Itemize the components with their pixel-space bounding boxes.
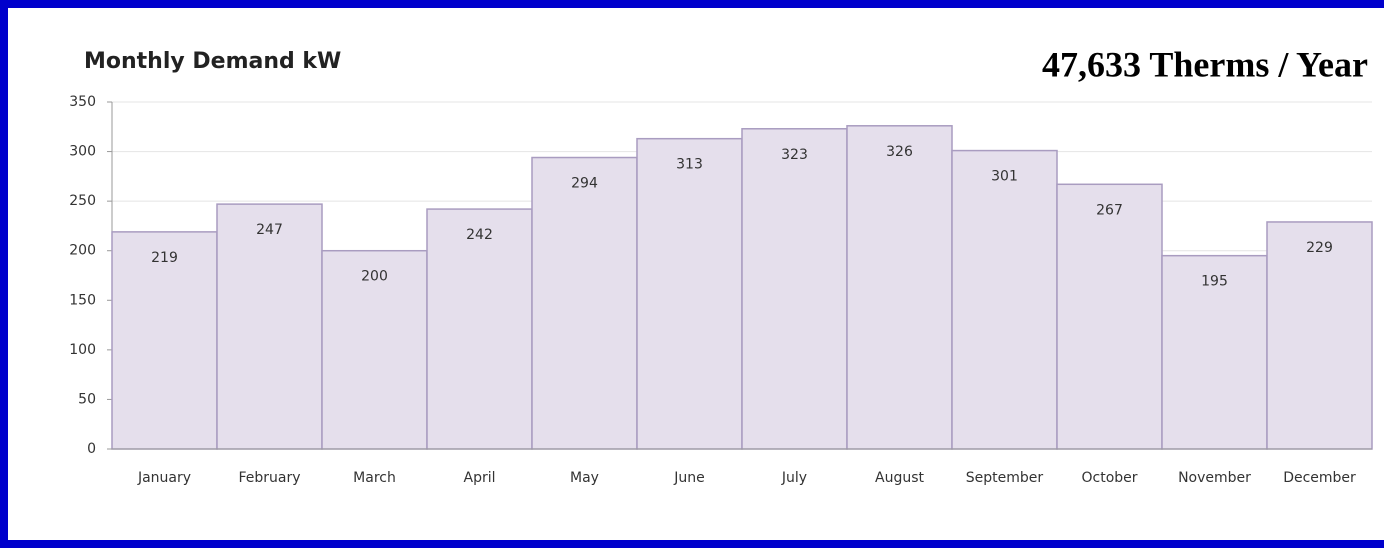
y-tick-label: 100 — [69, 342, 96, 358]
x-tick-label: October — [1081, 470, 1137, 486]
x-tick-label: June — [673, 470, 705, 486]
bar — [321, 249, 428, 450]
data-label: 267 — [1096, 202, 1123, 218]
data-label: 247 — [256, 222, 283, 238]
data-label: 301 — [991, 169, 1018, 185]
bar — [741, 128, 848, 450]
data-label: 294 — [571, 176, 598, 192]
y-tick-label: 150 — [69, 292, 96, 308]
bar — [216, 203, 323, 450]
x-tick-label: February — [238, 470, 300, 486]
annotation: 47,633 Therms / Year — [1042, 44, 1368, 84]
data-label: 219 — [151, 250, 178, 266]
x-tick-label: May — [570, 470, 599, 486]
data-label: 323 — [781, 147, 808, 163]
bar — [636, 137, 743, 450]
y-tick-label: 300 — [69, 144, 96, 160]
x-tick-label: April — [464, 470, 496, 486]
y-tick-label: 250 — [69, 193, 96, 209]
data-label: 195 — [1201, 274, 1228, 290]
data-label: 313 — [676, 157, 703, 173]
x-tick-label: December — [1283, 470, 1356, 486]
x-tick-label: March — [353, 470, 396, 486]
chart-title: Monthly Demand kW — [84, 49, 341, 74]
y-tick-label: 50 — [78, 391, 96, 407]
x-tick-label: January — [137, 470, 191, 486]
x-tick-label: July — [781, 470, 807, 486]
bar — [1266, 221, 1373, 450]
data-label: 326 — [886, 144, 913, 160]
data-label: 242 — [466, 227, 493, 243]
bar — [111, 231, 218, 450]
x-tick-label: November — [1178, 470, 1251, 486]
y-tick-label: 200 — [69, 243, 96, 259]
data-label: 229 — [1306, 240, 1333, 256]
y-tick-label: 0 — [87, 441, 96, 457]
bar — [1056, 183, 1163, 450]
bar — [951, 149, 1058, 450]
bar — [531, 156, 638, 450]
bar — [1161, 254, 1268, 450]
x-tick-label: September — [966, 470, 1044, 486]
bar — [846, 125, 953, 450]
data-label: 200 — [361, 269, 388, 285]
bar — [426, 208, 533, 450]
x-tick-label: August — [875, 470, 925, 486]
y-tick-label: 350 — [69, 94, 96, 110]
